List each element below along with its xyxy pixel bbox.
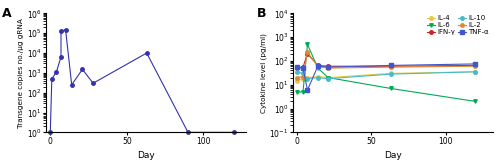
Line: IL-10: IL-10 bbox=[296, 70, 477, 80]
Line: TNF-α: TNF-α bbox=[296, 62, 477, 92]
IL-4 bbox=[472, 71, 478, 73]
IL-2 bbox=[300, 76, 306, 78]
TNF-α bbox=[304, 89, 310, 91]
TNF-α bbox=[294, 66, 300, 68]
X-axis label: Day: Day bbox=[137, 151, 155, 160]
IL-6 bbox=[304, 43, 310, 45]
IL-6 bbox=[325, 77, 331, 79]
Legend: IL-4, IL-6, IFN-γ, IL-10, IL-2, TNF-α: IL-4, IL-6, IFN-γ, IL-10, IL-2, TNF-α bbox=[426, 15, 490, 36]
IL-6 bbox=[300, 91, 306, 93]
IL-10 bbox=[300, 72, 306, 74]
Text: A: A bbox=[2, 7, 11, 20]
Line: IFN-γ: IFN-γ bbox=[296, 52, 477, 70]
TNF-α bbox=[300, 67, 306, 69]
IL-2 bbox=[388, 66, 394, 68]
IL-2 bbox=[472, 65, 478, 67]
IL-4 bbox=[294, 79, 300, 81]
IFN-γ bbox=[294, 67, 300, 69]
TNF-α bbox=[315, 65, 321, 67]
IFN-γ bbox=[325, 65, 331, 67]
Text: B: B bbox=[256, 7, 266, 20]
IL-2 bbox=[304, 51, 310, 53]
IL-10 bbox=[315, 77, 321, 79]
IL-6 bbox=[294, 91, 300, 93]
IL-6 bbox=[315, 67, 321, 69]
Y-axis label: Transgene copies no./μg gRNA: Transgene copies no./μg gRNA bbox=[18, 18, 24, 128]
IFN-γ bbox=[388, 65, 394, 67]
IL-4 bbox=[388, 72, 394, 74]
IL-4 bbox=[300, 78, 306, 80]
IL-10 bbox=[294, 71, 300, 73]
IL-4 bbox=[315, 76, 321, 78]
IL-6 bbox=[472, 100, 478, 102]
IL-2 bbox=[315, 65, 321, 67]
IL-2 bbox=[294, 77, 300, 79]
TNF-α bbox=[388, 64, 394, 66]
Line: IL-6: IL-6 bbox=[296, 43, 477, 103]
IFN-γ bbox=[300, 66, 306, 68]
IL-10 bbox=[472, 71, 478, 73]
TNF-α bbox=[472, 63, 478, 65]
IL-4 bbox=[304, 77, 310, 79]
IL-4 bbox=[325, 77, 331, 79]
IL-10 bbox=[325, 78, 331, 80]
Line: IL-4: IL-4 bbox=[296, 70, 477, 82]
Y-axis label: Cytokine level (pg/ml): Cytokine level (pg/ml) bbox=[260, 33, 266, 113]
IL-10 bbox=[388, 73, 394, 75]
IL-2 bbox=[325, 67, 331, 69]
TNF-α bbox=[325, 66, 331, 68]
X-axis label: Day: Day bbox=[384, 151, 402, 160]
IL-6 bbox=[388, 88, 394, 90]
IFN-γ bbox=[472, 64, 478, 66]
IL-10 bbox=[304, 78, 310, 80]
IFN-γ bbox=[304, 53, 310, 55]
Line: IL-2: IL-2 bbox=[296, 51, 477, 79]
IFN-γ bbox=[315, 64, 321, 66]
